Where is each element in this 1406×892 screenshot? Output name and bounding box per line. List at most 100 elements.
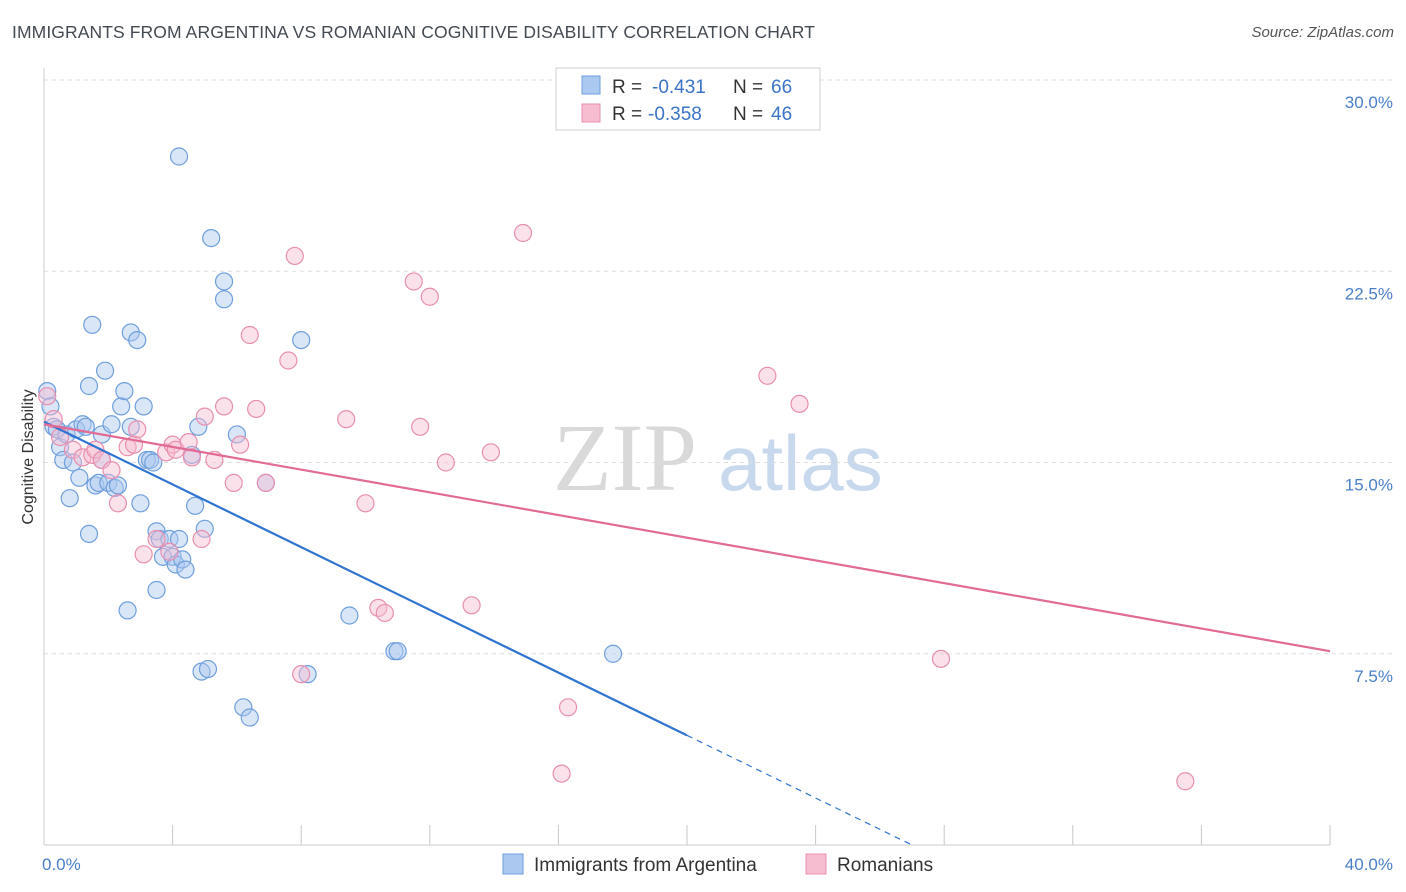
argentina-point	[214, 290, 234, 309]
argentina-trend-extension	[686, 734, 913, 846]
argentina-trend-line	[43, 420, 688, 737]
argentina-point	[214, 272, 234, 291]
points-layer	[38, 147, 1195, 791]
romanian-point	[404, 272, 423, 291]
romanian-point	[38, 387, 57, 406]
romanian-point	[256, 473, 275, 492]
argentina-point	[160, 529, 179, 549]
argentina-point	[298, 665, 317, 684]
romanian-point	[481, 443, 500, 462]
argentina-point	[147, 580, 166, 600]
series-legend-label-argentina: Immigrants from Argentina	[534, 855, 757, 876]
romanian-point	[231, 435, 250, 454]
legend-n-label-blue: N =	[733, 77, 763, 98]
argentina-point	[83, 315, 102, 334]
argentina-point	[340, 606, 359, 625]
romanian-point	[240, 325, 259, 345]
romanian-point	[279, 351, 298, 370]
legend-r-value-blue: -0.431	[652, 77, 706, 98]
romanian-point	[462, 596, 481, 615]
legend-n-label-pink: N =	[733, 104, 763, 125]
legend-swatch-pink	[581, 103, 601, 123]
series-legend-swatch-romanians	[805, 853, 827, 875]
romanian-point	[931, 649, 951, 668]
romanian-point	[513, 223, 533, 243]
series-legend: Immigrants from Argentina Romanians	[502, 853, 933, 876]
romanian-point	[128, 420, 147, 439]
argentina-point	[112, 397, 131, 416]
stats-legend: R = -0.431 N = 66 R = -0.358 N = 46	[555, 67, 821, 131]
y-tick-label: 15.0%	[1345, 476, 1393, 495]
legend-r-value-pink: -0.358	[648, 104, 702, 125]
series-legend-label-romanians: Romanians	[837, 855, 933, 876]
romanian-point	[102, 461, 121, 480]
argentina-point	[118, 601, 137, 620]
argentina-point	[115, 382, 134, 401]
argentina-point	[95, 361, 115, 380]
argentina-point	[292, 331, 311, 350]
argentina-point	[169, 147, 189, 166]
argentina-point	[38, 382, 57, 401]
ticks-layer: 7.5% 15.0% 22.5% 30.0% 0.0% 40.0%	[42, 93, 1393, 874]
grid-layer	[43, 79, 1392, 845]
argentina-point	[195, 519, 214, 538]
legend-swatch-blue	[581, 75, 601, 95]
argentina-point	[144, 453, 163, 472]
argentina-point	[89, 473, 108, 492]
argentina-point	[134, 397, 153, 416]
argentina-point	[603, 644, 623, 663]
chart-source: Source: ZipAtlas.com	[1251, 24, 1394, 41]
argentina-point	[198, 659, 218, 679]
legend-n-value-blue: 66	[771, 77, 792, 98]
romanian-point	[790, 394, 809, 413]
romanian-point	[758, 366, 777, 385]
trend-layer	[43, 420, 1331, 846]
y-tick-label: 7.5%	[1354, 667, 1393, 686]
romanian-point	[192, 529, 211, 549]
y-axis-title: Cognitive Disability	[20, 389, 37, 524]
romanian-point	[147, 529, 166, 549]
argentina-point	[79, 376, 99, 396]
argentina-point	[189, 417, 208, 436]
series-legend-swatch-argentina	[502, 853, 524, 875]
romanian-point	[195, 407, 214, 426]
romanian-point	[108, 494, 128, 513]
romanian-point	[182, 448, 201, 467]
argentina-point	[140, 450, 160, 470]
romanian-point	[292, 665, 311, 684]
x-tick-label: 40.0%	[1345, 855, 1393, 874]
argentina-point	[102, 415, 121, 434]
argentina-point	[234, 698, 253, 717]
romanian-point	[285, 246, 304, 266]
romanian-point	[1176, 772, 1195, 791]
romanian-point	[375, 603, 394, 623]
romanian-point	[337, 410, 356, 429]
argentina-point	[202, 229, 221, 248]
romanian-point	[552, 764, 571, 783]
romanian-point	[224, 473, 243, 492]
y-tick-label: 22.5%	[1345, 284, 1393, 303]
argentina-point	[388, 642, 407, 661]
argentina-point	[63, 453, 83, 472]
argentina-point	[227, 425, 246, 444]
romanian-point	[214, 397, 234, 416]
argentina-point	[131, 494, 150, 513]
argentina-point	[169, 529, 189, 549]
legend-r-label-blue: R =	[612, 77, 642, 98]
romanian-point	[420, 287, 439, 306]
romanian-point	[134, 545, 153, 564]
argentina-point	[240, 708, 259, 727]
axis-layer	[43, 68, 1330, 846]
argentina-point	[79, 524, 99, 544]
legend-n-value-pink: 46	[771, 104, 792, 125]
argentina-point	[128, 331, 147, 350]
romanian-point	[411, 417, 430, 436]
romanian-point	[50, 427, 70, 447]
chart-title: IMMIGRANTS FROM ARGENTINA VS ROMANIAN CO…	[12, 22, 815, 42]
romanian-trend-line	[43, 423, 1331, 653]
romanian-point	[160, 542, 179, 561]
argentina-point	[105, 478, 124, 498]
argentina-point	[73, 415, 92, 434]
romanian-point	[63, 440, 83, 459]
